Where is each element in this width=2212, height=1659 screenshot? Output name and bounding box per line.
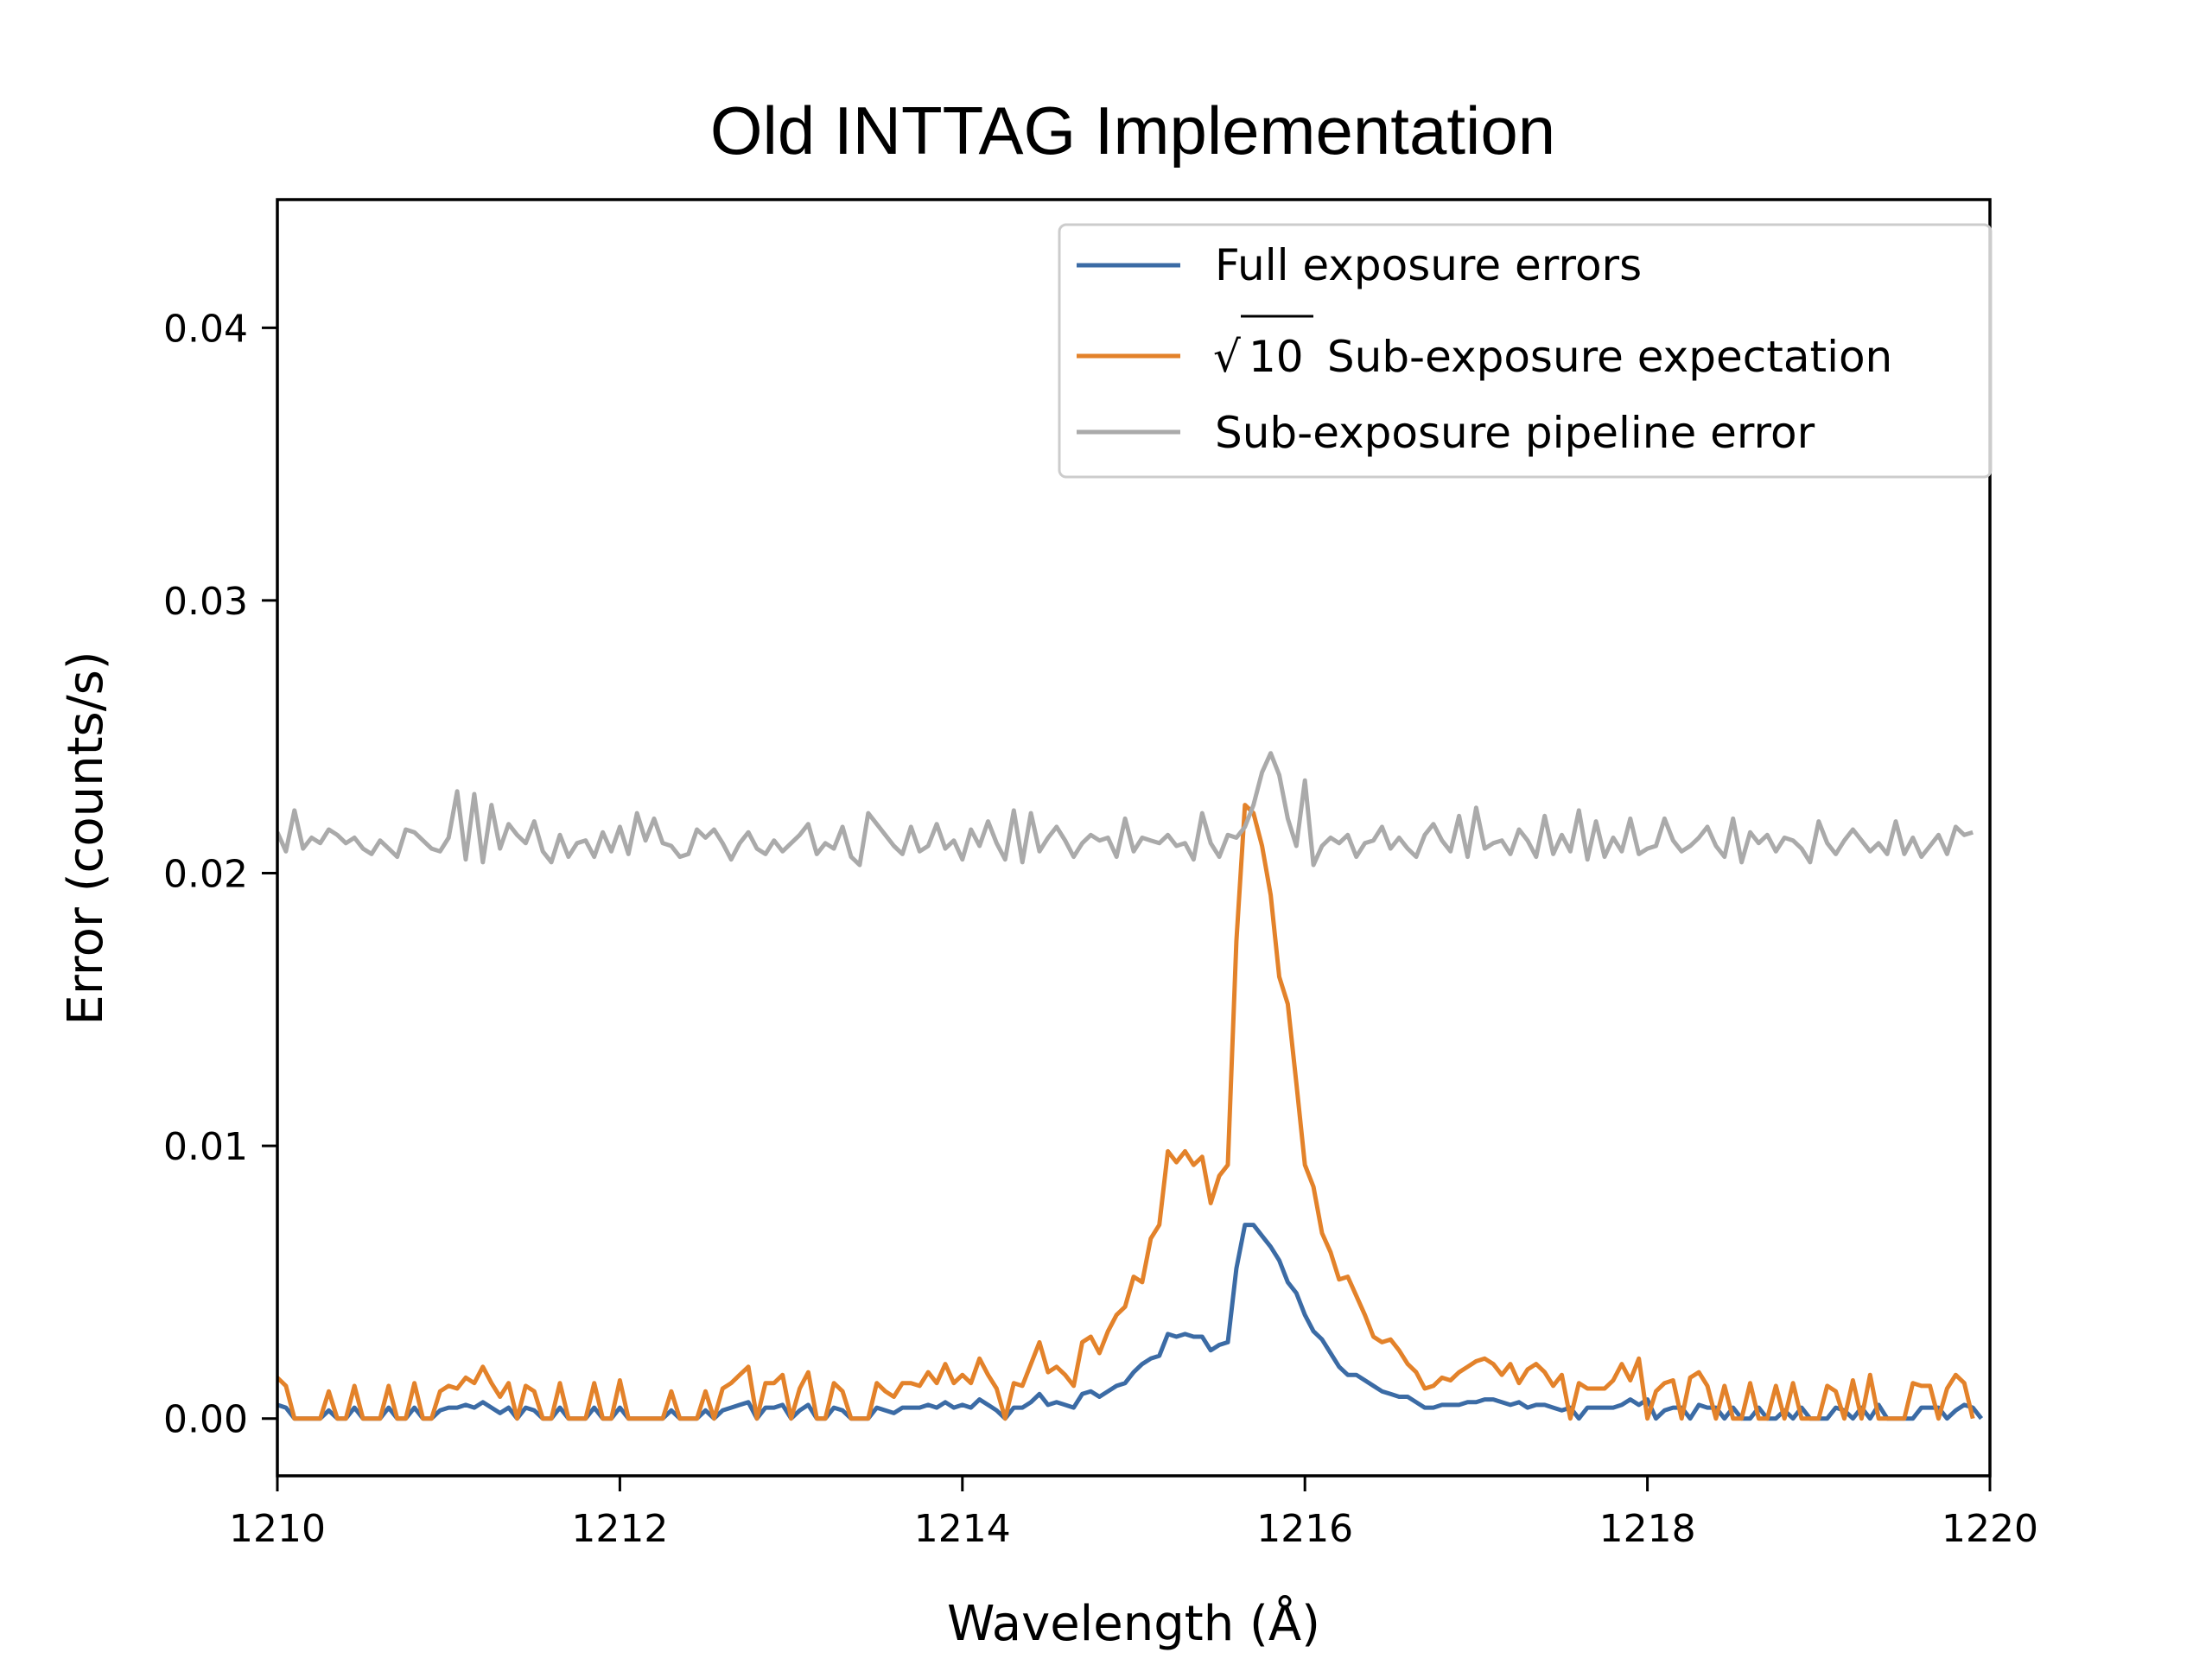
series-sub-exposure-pipeline-error — [277, 751, 1974, 868]
sqrt-radicand: 10 — [1249, 332, 1304, 382]
legend-label-full-exposure: Full exposure errors — [1215, 240, 1642, 290]
legend-frame — [1058, 223, 1993, 479]
y-tick-label: 0.01 — [163, 1125, 248, 1169]
y-axis-label: Error (counts/s) — [58, 651, 114, 1025]
series-sub-exposure-expectation — [277, 803, 1975, 1421]
series-layer — [277, 751, 1984, 1421]
legend-label-pipeline-error: Sub-exposure pipeline error — [1215, 408, 1815, 458]
sqrt10-symbol: √ 10 — [1213, 315, 1313, 382]
x-tick-label: 1216 — [1256, 1507, 1353, 1551]
x-tick-label: 1212 — [571, 1507, 668, 1551]
x-tick-label: 1214 — [914, 1507, 1011, 1551]
x-tick-label: 1218 — [1599, 1507, 1696, 1551]
chart-title: Old INTTAG Implementation — [710, 92, 1555, 168]
y-axis: 0.00 0.01 0.02 0.03 0.04 — [163, 307, 277, 1442]
legend: Full exposure errors √ 10 Sub-exposure e… — [1058, 223, 1993, 479]
plot-area — [276, 198, 1992, 1478]
y-tick-label: 0.04 — [163, 307, 248, 351]
y-tick-label: 0.02 — [163, 853, 248, 897]
axes-frame — [276, 198, 1992, 1478]
y-tick-label: 0.00 — [163, 1398, 248, 1442]
x-axis: 1210 1212 1214 1216 1218 1220 — [229, 1476, 2038, 1551]
x-tick-label: 1220 — [1942, 1507, 2038, 1551]
x-axis-label: Wavelength (Å) — [947, 1595, 1320, 1652]
series-full-exposure-errors — [277, 1223, 1984, 1421]
x-tick-label: 1210 — [229, 1507, 326, 1551]
sqrt-icon: √ — [1213, 332, 1241, 382]
y-tick-label: 0.03 — [163, 580, 248, 624]
legend-label-sub-exposure-expectation: Sub-exposure expectation — [1313, 332, 1892, 382]
